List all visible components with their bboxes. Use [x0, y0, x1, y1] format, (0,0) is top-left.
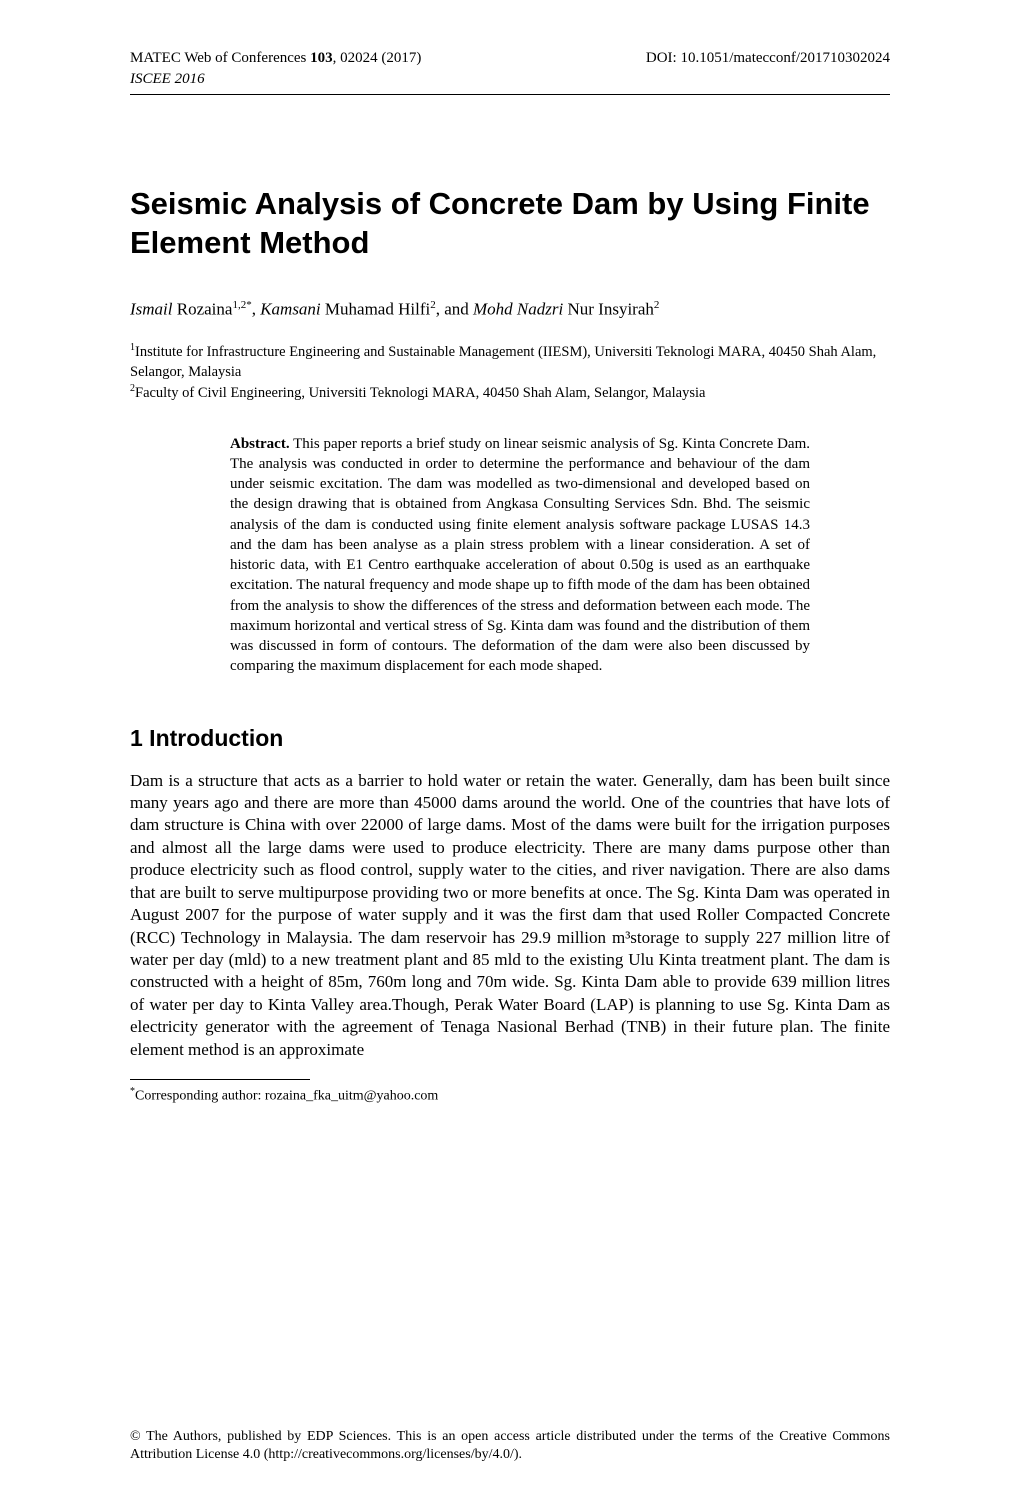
header-doi: DOI: 10.1051/matecconf/201710302024: [646, 50, 890, 67]
corresponding-footnote: *Corresponding author: rozaina_fka_uitm@…: [130, 1086, 890, 1105]
footnote-rule: [130, 1079, 310, 1080]
running-header: MATEC Web of Conferences 103, 02024 (201…: [130, 50, 890, 67]
author1-affil-sup: 1,2*: [232, 299, 251, 311]
journal-name: MATEC Web of Conferences: [130, 50, 306, 66]
author3-surname: Mohd Nadzri: [473, 299, 563, 318]
author3-affil-sup: 2: [654, 299, 660, 311]
section-1-body: Dam is a structure that acts as a barrie…: [130, 770, 890, 1062]
author2-given: Muhamad Hilfi: [321, 299, 431, 318]
paper-title: Seismic Analysis of Concrete Dam by Usin…: [130, 185, 890, 263]
header-left: MATEC Web of Conferences 103, 02024 (201…: [130, 50, 421, 67]
abstract-text: This paper reports a brief study on line…: [230, 436, 810, 675]
affiliations: 1Institute for Infrastructure Engineerin…: [130, 341, 890, 403]
header-rule: [130, 94, 890, 95]
author1-given: Rozaina: [173, 299, 233, 318]
affiliation-2: 2Faculty of Civil Engineering, Universit…: [130, 382, 890, 403]
volume-number: 103: [310, 50, 333, 66]
author3-given: Nur Insyirah: [563, 299, 654, 318]
aff2-text: Faculty of Civil Engineering, Universiti…: [135, 385, 705, 401]
section-1-heading: 1 Introduction: [130, 725, 890, 752]
abstract-block: Abstract. This paper reports a brief stu…: [230, 434, 810, 677]
conference-name: ISCEE 2016: [130, 71, 890, 88]
license-text: © The Authors, published by EDP Sciences…: [130, 1428, 890, 1464]
aff1-text: Institute for Infrastructure Engineering…: [130, 344, 876, 380]
footnote-text: Corresponding author: rozaina_fka_uitm@y…: [135, 1089, 438, 1104]
journal-volume: 103: [310, 50, 333, 66]
author2-surname: Kamsani: [260, 299, 320, 318]
abstract-label: Abstract.: [230, 436, 290, 452]
article-number: , 02024 (2017): [333, 50, 422, 66]
author1-surname: Ismail: [130, 299, 173, 318]
authors-line: Ismail Rozaina1,2*, Kamsani Muhamad Hilf…: [130, 299, 890, 320]
author-sep-2: , and: [436, 299, 473, 318]
affiliation-1: 1Institute for Infrastructure Engineerin…: [130, 341, 890, 382]
author-sep-1: ,: [252, 299, 261, 318]
